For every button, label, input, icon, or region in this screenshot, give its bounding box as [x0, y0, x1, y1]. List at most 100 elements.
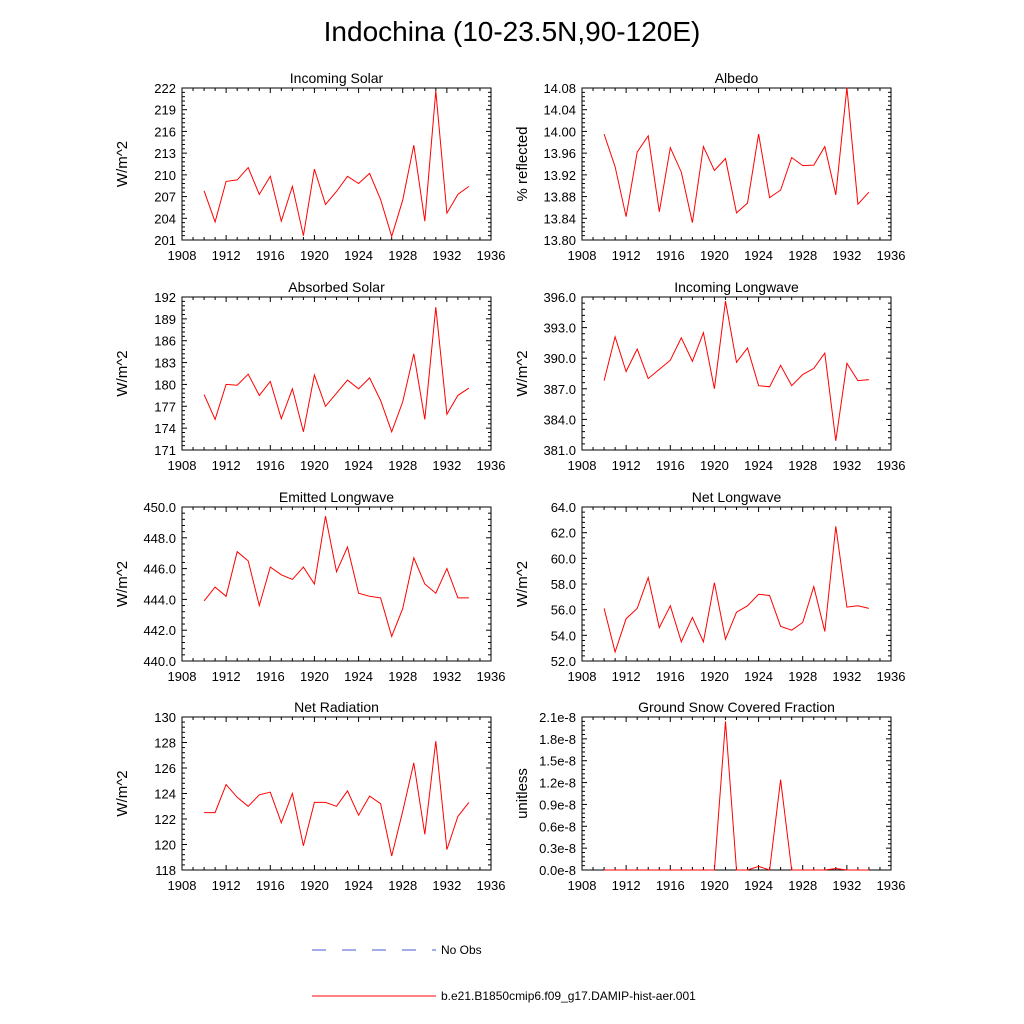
- x-tick-label: 1916: [256, 878, 285, 893]
- x-tick-label: 1908: [168, 458, 197, 473]
- y-tick-label: 13.96: [543, 146, 576, 161]
- y-tick-label: 444.0: [143, 592, 176, 607]
- x-tick-label: 1908: [568, 248, 597, 263]
- x-tick-label: 1936: [477, 878, 506, 893]
- x-tick-label: 1912: [212, 878, 241, 893]
- x-tick-label: 1920: [700, 878, 729, 893]
- panel-2: Albedo % reflected 1908 1912 1916 1920 1924 192…: [514, 70, 905, 263]
- x-tick-label: 1924: [744, 458, 773, 473]
- y-tick-label: 171: [154, 443, 176, 458]
- panel-1: Incoming Solar W/m^2 1908 1912 1916 1920 1924 1…: [114, 70, 505, 263]
- y-tick-label: 216: [154, 124, 176, 139]
- x-tick-label: 1932: [832, 458, 861, 473]
- y-tick-label: 54.0: [551, 628, 576, 643]
- plot-frame: [181, 87, 492, 241]
- x-tick-label: 1916: [656, 878, 685, 893]
- y-tick-label: 450.0: [143, 500, 176, 515]
- y-tick-label: 207: [154, 190, 176, 205]
- y-tick-label: 177: [154, 399, 176, 414]
- y-tick-label: 204: [154, 211, 176, 226]
- y-tick-label: 0.3e-8: [539, 841, 576, 856]
- x-tick-label: 1916: [656, 669, 685, 684]
- x-tick-label: 1912: [612, 878, 641, 893]
- x-tick-label: 1912: [212, 458, 241, 473]
- y-axis-label: W/m^2: [114, 141, 131, 187]
- x-tick-label: 1928: [788, 248, 817, 263]
- y-tick-label: 130: [154, 710, 176, 725]
- panel-title: Incoming Solar: [290, 70, 384, 86]
- plot-frame: [581, 296, 892, 451]
- y-tick-label: 201: [154, 233, 176, 248]
- x-tick-label: 1928: [388, 248, 417, 263]
- y-tick-label: 390.0: [543, 351, 576, 366]
- y-tick-label: 396.0: [543, 290, 576, 305]
- y-tick-label: 381.0: [543, 443, 576, 458]
- panel-6: Net Longwave W/m^2 1908 1912 1916 1920 1924 192…: [514, 489, 905, 684]
- plot-frame: [581, 716, 892, 871]
- y-tick-label: 52.0: [551, 654, 576, 669]
- x-tick-label: 1908: [568, 669, 597, 684]
- x-tick-label: 1912: [612, 248, 641, 263]
- panel-title: Incoming Longwave: [674, 279, 799, 295]
- x-tick-label: 1936: [477, 458, 506, 473]
- x-tick-label: 1928: [388, 669, 417, 684]
- panel-5: Emitted Longwave W/m^2 1908 1912 1916 1920 192…: [114, 489, 505, 684]
- x-tick-label: 1932: [832, 878, 861, 893]
- y-tick-label: 120: [154, 838, 176, 853]
- y-tick-label: 222: [154, 81, 176, 96]
- x-tick-label: 1908: [568, 458, 597, 473]
- y-tick-label: 14.00: [543, 124, 576, 139]
- x-tick-label: 1920: [300, 248, 329, 263]
- model-series-line: [203, 516, 469, 638]
- x-tick-label: 1920: [700, 458, 729, 473]
- x-tick-label: 1920: [700, 669, 729, 684]
- y-tick-label: 219: [154, 103, 176, 118]
- panel-7: Net Radiation W/m^2 1908 1912 1916 1920 1924 19…: [114, 699, 505, 893]
- plot-frame: [181, 506, 492, 662]
- x-tick-label: 1924: [344, 458, 373, 473]
- y-tick-label: 186: [154, 334, 176, 349]
- x-tick-label: 1916: [256, 248, 285, 263]
- y-tick-label: 384.0: [543, 412, 576, 427]
- x-tick-label: 1936: [877, 248, 906, 263]
- y-tick-label: 189: [154, 312, 176, 327]
- y-axis-label: W/m^2: [114, 350, 131, 396]
- y-tick-label: 13.92: [543, 168, 576, 183]
- x-tick-label: 1912: [212, 248, 241, 263]
- y-tick-label: 58.0: [551, 577, 576, 592]
- x-tick-label: 1916: [256, 669, 285, 684]
- x-tick-label: 1932: [832, 669, 861, 684]
- x-tick-label: 1920: [300, 878, 329, 893]
- model-series-line: [203, 307, 470, 434]
- y-tick-label: 60.0: [551, 551, 576, 566]
- x-tick-label: 1932: [432, 669, 461, 684]
- y-tick-label: 126: [154, 761, 176, 776]
- model-series-line: [603, 526, 870, 654]
- y-tick-label: 2.1e-8: [539, 710, 576, 725]
- y-axis-label: W/m^2: [114, 770, 131, 816]
- plot-frame: [181, 716, 492, 871]
- legend-obs-label: No Obs: [441, 943, 482, 957]
- y-tick-label: 0.9e-8: [539, 797, 576, 812]
- y-tick-label: 183: [154, 356, 176, 371]
- x-tick-label: 1932: [432, 248, 461, 263]
- y-tick-label: 56.0: [551, 603, 576, 618]
- y-tick-label: 442.0: [143, 623, 176, 638]
- plot-frame: [581, 506, 892, 662]
- y-tick-label: 0.6e-8: [539, 819, 576, 834]
- x-tick-label: 1928: [788, 669, 817, 684]
- y-tick-label: 213: [154, 146, 176, 161]
- panel-4: Incoming Longwave W/m^2 1908 1912 1916 1920 19…: [514, 279, 905, 473]
- y-tick-label: 393.0: [543, 321, 576, 336]
- model-series-line: [204, 741, 470, 857]
- x-tick-label: 1932: [432, 458, 461, 473]
- y-tick-label: 64.0: [551, 500, 576, 515]
- x-tick-label: 1928: [788, 458, 817, 473]
- x-tick-label: 1924: [344, 248, 373, 263]
- y-tick-label: 180: [154, 377, 176, 392]
- x-tick-label: 1920: [700, 248, 729, 263]
- x-tick-label: 1912: [212, 669, 241, 684]
- y-tick-label: 448.0: [143, 531, 176, 546]
- y-tick-label: 128: [154, 736, 176, 751]
